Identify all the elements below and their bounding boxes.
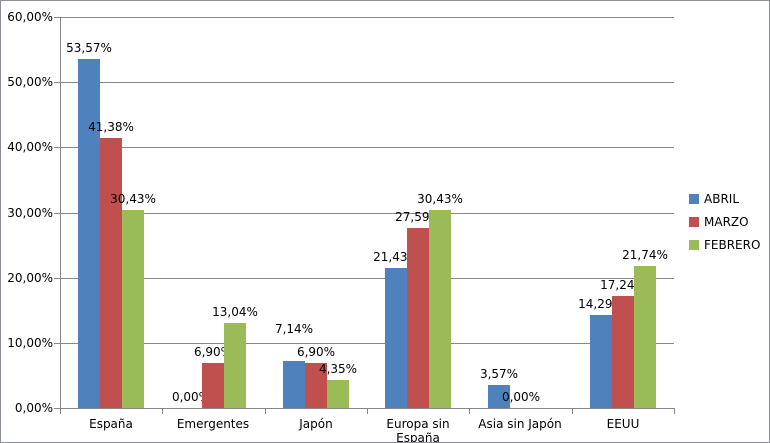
- gridline-6000: [60, 17, 674, 18]
- category-label-asia-sin-japon: Asia sin Japón: [478, 417, 562, 431]
- gridline-2000: [60, 278, 674, 279]
- legend-swatch-febrero: [689, 240, 699, 250]
- x-axis-tick-mark: [265, 409, 266, 414]
- x-axis-tick-mark: [674, 409, 675, 414]
- y-axis-line: [60, 17, 61, 408]
- category-label-europa-sin-espana: Europa sin España: [386, 417, 450, 443]
- y-axis-tick-mark: [54, 17, 60, 18]
- y-axis-tick-label: 30,00%: [7, 206, 53, 220]
- y-axis-tick-label: 50,00%: [7, 75, 53, 89]
- x-axis-tick-mark: [60, 409, 61, 414]
- category-label-emergentes: Emergentes: [176, 417, 250, 431]
- bar-febrero-emergentes: [224, 323, 246, 408]
- data-label-marzo-asia-sin-japon: 0,00%: [501, 390, 541, 404]
- legend-item-abril: ABRIL: [689, 192, 760, 206]
- data-label-febrero-espana: 30,43%: [110, 192, 156, 206]
- x-axis-tick-mark: [367, 409, 368, 414]
- category-label-eeuu: EEUU: [606, 417, 640, 431]
- bar-abril-espana: [78, 59, 100, 408]
- bar-marzo-emergentes: [202, 363, 224, 408]
- x-axis-tick-mark: [572, 409, 573, 414]
- data-label-abril-japon: 7,14%: [274, 322, 314, 336]
- y-axis-tick-mark: [54, 213, 60, 214]
- bar-febrero-europa-sin-espana: [429, 210, 451, 408]
- y-axis-tick-label: 60,00%: [7, 10, 53, 24]
- y-axis-tick-mark: [54, 278, 60, 279]
- data-label-abril-espana: 53,57%: [66, 41, 112, 55]
- y-axis-tick-label: 20,00%: [7, 271, 53, 285]
- y-axis-tick-mark: [54, 408, 60, 409]
- y-axis-tick-label: 0,00%: [14, 401, 53, 415]
- data-label-febrero-eeuu: 21,74%: [622, 248, 668, 262]
- data-label-marzo-emergentes: 6,90%: [193, 345, 233, 359]
- bar-marzo-espana: [100, 138, 122, 408]
- data-label-marzo-espana: 41,38%: [88, 120, 134, 134]
- data-label-abril-asia-sin-japon: 3,57%: [479, 367, 519, 381]
- legend-swatch-marzo: [689, 217, 699, 227]
- x-axis-tick-mark: [469, 409, 470, 414]
- legend-label-febrero: FEBRERO: [704, 238, 761, 252]
- y-axis-tick-mark: [54, 343, 60, 344]
- x-axis-line: [60, 408, 675, 409]
- bar-marzo-europa-sin-espana: [407, 228, 429, 408]
- gridline-4000: [60, 147, 674, 148]
- bar-abril-japon: [283, 361, 305, 408]
- category-label-espana: España: [89, 417, 133, 431]
- bar-abril-europa-sin-espana: [385, 268, 407, 408]
- data-label-febrero-emergentes: 13,04%: [212, 305, 258, 319]
- bar-febrero-espana: [122, 210, 144, 408]
- legend: ABRIL MARZO FEBRERO: [689, 192, 760, 261]
- bar-marzo-eeuu: [612, 296, 634, 408]
- gridline-5000: [60, 82, 674, 83]
- gridline-1000: [60, 343, 674, 344]
- x-axis-tick-mark: [162, 409, 163, 414]
- y-axis-tick-mark: [54, 147, 60, 148]
- data-label-febrero-europa-sin-espana: 30,43%: [417, 192, 463, 206]
- legend-item-febrero: FEBRERO: [689, 238, 760, 252]
- legend-label-abril: ABRIL: [704, 192, 740, 206]
- bar-abril-eeuu: [590, 315, 612, 408]
- data-label-abril-emergentes: 0,00%: [171, 390, 211, 404]
- legend-label-marzo: MARZO: [704, 215, 749, 229]
- data-label-marzo-japon: 6,90%: [296, 345, 336, 359]
- bar-marzo-japon: [305, 363, 327, 408]
- legend-item-marzo: MARZO: [689, 215, 760, 229]
- bar-abril-asia-sin-japon: [488, 385, 510, 408]
- y-axis-tick-label: 40,00%: [7, 140, 53, 154]
- bar-febrero-japon: [327, 380, 349, 408]
- data-label-febrero-japon: 4,35%: [318, 362, 358, 376]
- category-label-japon: Japón: [299, 417, 333, 431]
- y-axis-tick-label: 10,00%: [7, 336, 53, 350]
- legend-swatch-abril: [689, 194, 699, 204]
- bar-febrero-eeuu: [634, 266, 656, 408]
- y-axis-tick-mark: [54, 82, 60, 83]
- gridline-3000: [60, 213, 674, 214]
